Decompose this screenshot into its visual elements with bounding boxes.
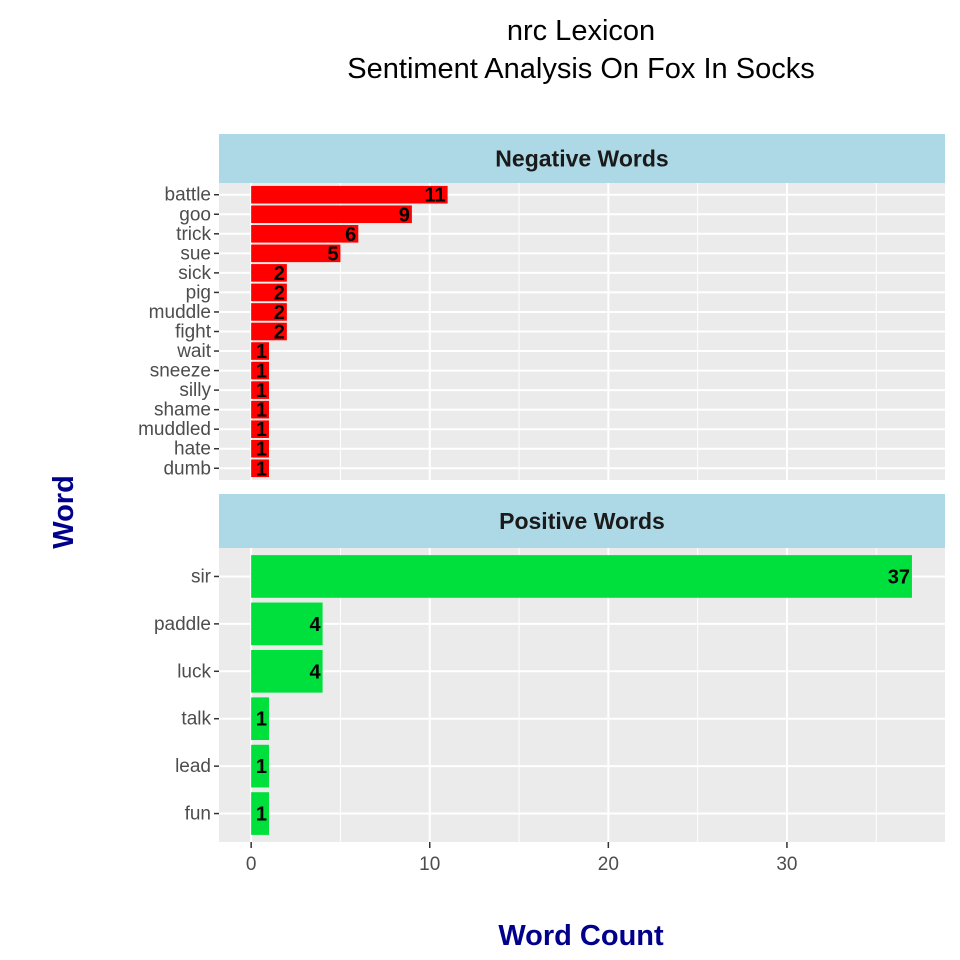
bar-sick bbox=[251, 264, 287, 282]
bar-pig bbox=[251, 283, 287, 302]
y-tick-label-fight: fight bbox=[175, 322, 212, 343]
y-tick-label-silly: silly bbox=[179, 380, 211, 401]
y-tick-label-wait: wait bbox=[176, 341, 212, 362]
data-label-pig: 2 bbox=[274, 282, 285, 304]
facet-strip-label: Positive Words bbox=[499, 508, 665, 534]
bar-muddle bbox=[251, 303, 287, 321]
y-tick-label-sneeze: sneeze bbox=[150, 361, 211, 382]
data-label-hate: 1 bbox=[256, 439, 267, 461]
x-tick-label: 10 bbox=[419, 854, 440, 875]
data-label-talk: 1 bbox=[256, 709, 267, 731]
bar-trick bbox=[251, 225, 359, 243]
data-label-silly: 1 bbox=[256, 380, 267, 402]
y-tick-label-luck: luck bbox=[177, 661, 211, 682]
bar-talk bbox=[251, 697, 270, 741]
y-tick-label-battle: battle bbox=[165, 185, 211, 206]
y-tick-label-muddle: muddle bbox=[149, 302, 211, 323]
data-label-fun: 1 bbox=[256, 804, 267, 826]
data-label-goo: 9 bbox=[399, 204, 410, 226]
data-label-luck: 4 bbox=[309, 661, 321, 683]
chart-title-line1: nrc Lexicon bbox=[507, 15, 655, 47]
bar-sneeze bbox=[251, 361, 270, 380]
bar-hate bbox=[251, 439, 270, 458]
bar-shame bbox=[251, 400, 270, 419]
bar-paddle bbox=[251, 602, 323, 646]
y-tick-label-paddle: paddle bbox=[154, 614, 211, 635]
y-tick-label-talk: talk bbox=[181, 709, 211, 730]
bar-dumb bbox=[251, 459, 270, 478]
bar-fun bbox=[251, 792, 270, 835]
data-label-muddled: 1 bbox=[256, 419, 267, 441]
data-label-sue: 5 bbox=[327, 243, 338, 265]
data-label-muddle: 2 bbox=[274, 302, 285, 324]
facet-strip bbox=[219, 134, 945, 183]
y-tick-label-hate: hate bbox=[174, 439, 211, 460]
facet-panel-negative: Negative Words11battle9goo6trick5sue2sic… bbox=[138, 134, 945, 480]
y-axis-title: Word bbox=[48, 475, 80, 549]
data-label-sick: 2 bbox=[274, 263, 285, 285]
data-label-battle: 11 bbox=[424, 185, 445, 207]
x-tick-label: 0 bbox=[246, 854, 257, 875]
facet-panels: Negative Words11battle9goo6trick5sue2sic… bbox=[138, 134, 945, 842]
data-label-lead: 1 bbox=[256, 756, 267, 778]
y-tick-label-fun: fun bbox=[185, 804, 211, 825]
y-tick-label-goo: goo bbox=[179, 204, 211, 225]
y-tick-label-shame: shame bbox=[154, 400, 211, 421]
bar-luck bbox=[251, 649, 323, 693]
data-label-paddle: 4 bbox=[309, 614, 321, 636]
facet-strip-label: Negative Words bbox=[495, 146, 668, 172]
y-tick-label-dumb: dumb bbox=[163, 458, 211, 479]
x-tick-label: 20 bbox=[598, 854, 619, 875]
x-tick-label: 30 bbox=[776, 854, 797, 875]
y-tick-label-muddled: muddled bbox=[138, 419, 211, 440]
data-label-sneeze: 1 bbox=[256, 361, 267, 383]
x-axis-title: Word Count bbox=[498, 920, 664, 952]
y-tick-label-sick: sick bbox=[178, 263, 211, 284]
bar-silly bbox=[251, 381, 270, 399]
bar-wait bbox=[251, 342, 270, 360]
y-tick-label-lead: lead bbox=[175, 756, 211, 777]
data-label-dumb: 1 bbox=[256, 458, 267, 480]
y-tick-label-trick: trick bbox=[176, 224, 211, 245]
bar-battle bbox=[251, 185, 448, 204]
data-label-trick: 6 bbox=[345, 224, 356, 246]
data-label-shame: 1 bbox=[256, 400, 267, 422]
data-label-wait: 1 bbox=[256, 341, 267, 363]
data-label-fight: 2 bbox=[274, 322, 285, 344]
y-tick-label-sir: sir bbox=[191, 566, 212, 587]
bar-fight bbox=[251, 322, 287, 341]
bar-lead bbox=[251, 744, 270, 788]
data-label-sir: 37 bbox=[888, 566, 910, 588]
bar-muddled bbox=[251, 420, 270, 438]
facet-panel-positive: Positive Words 37 sir 4 paddle 4 luck 1 talk 1 lea… bbox=[154, 494, 945, 842]
bar-sue bbox=[251, 244, 341, 263]
bar-sir bbox=[251, 555, 912, 598]
bar-goo bbox=[251, 205, 412, 224]
facet-strip bbox=[219, 494, 945, 548]
y-tick-label-sue: sue bbox=[180, 243, 211, 264]
y-tick-label-pig: pig bbox=[186, 282, 211, 303]
x-axis: 0 10 20 30 bbox=[246, 842, 798, 875]
chart-title-line2: Sentiment Analysis On Fox In Socks bbox=[347, 53, 814, 85]
